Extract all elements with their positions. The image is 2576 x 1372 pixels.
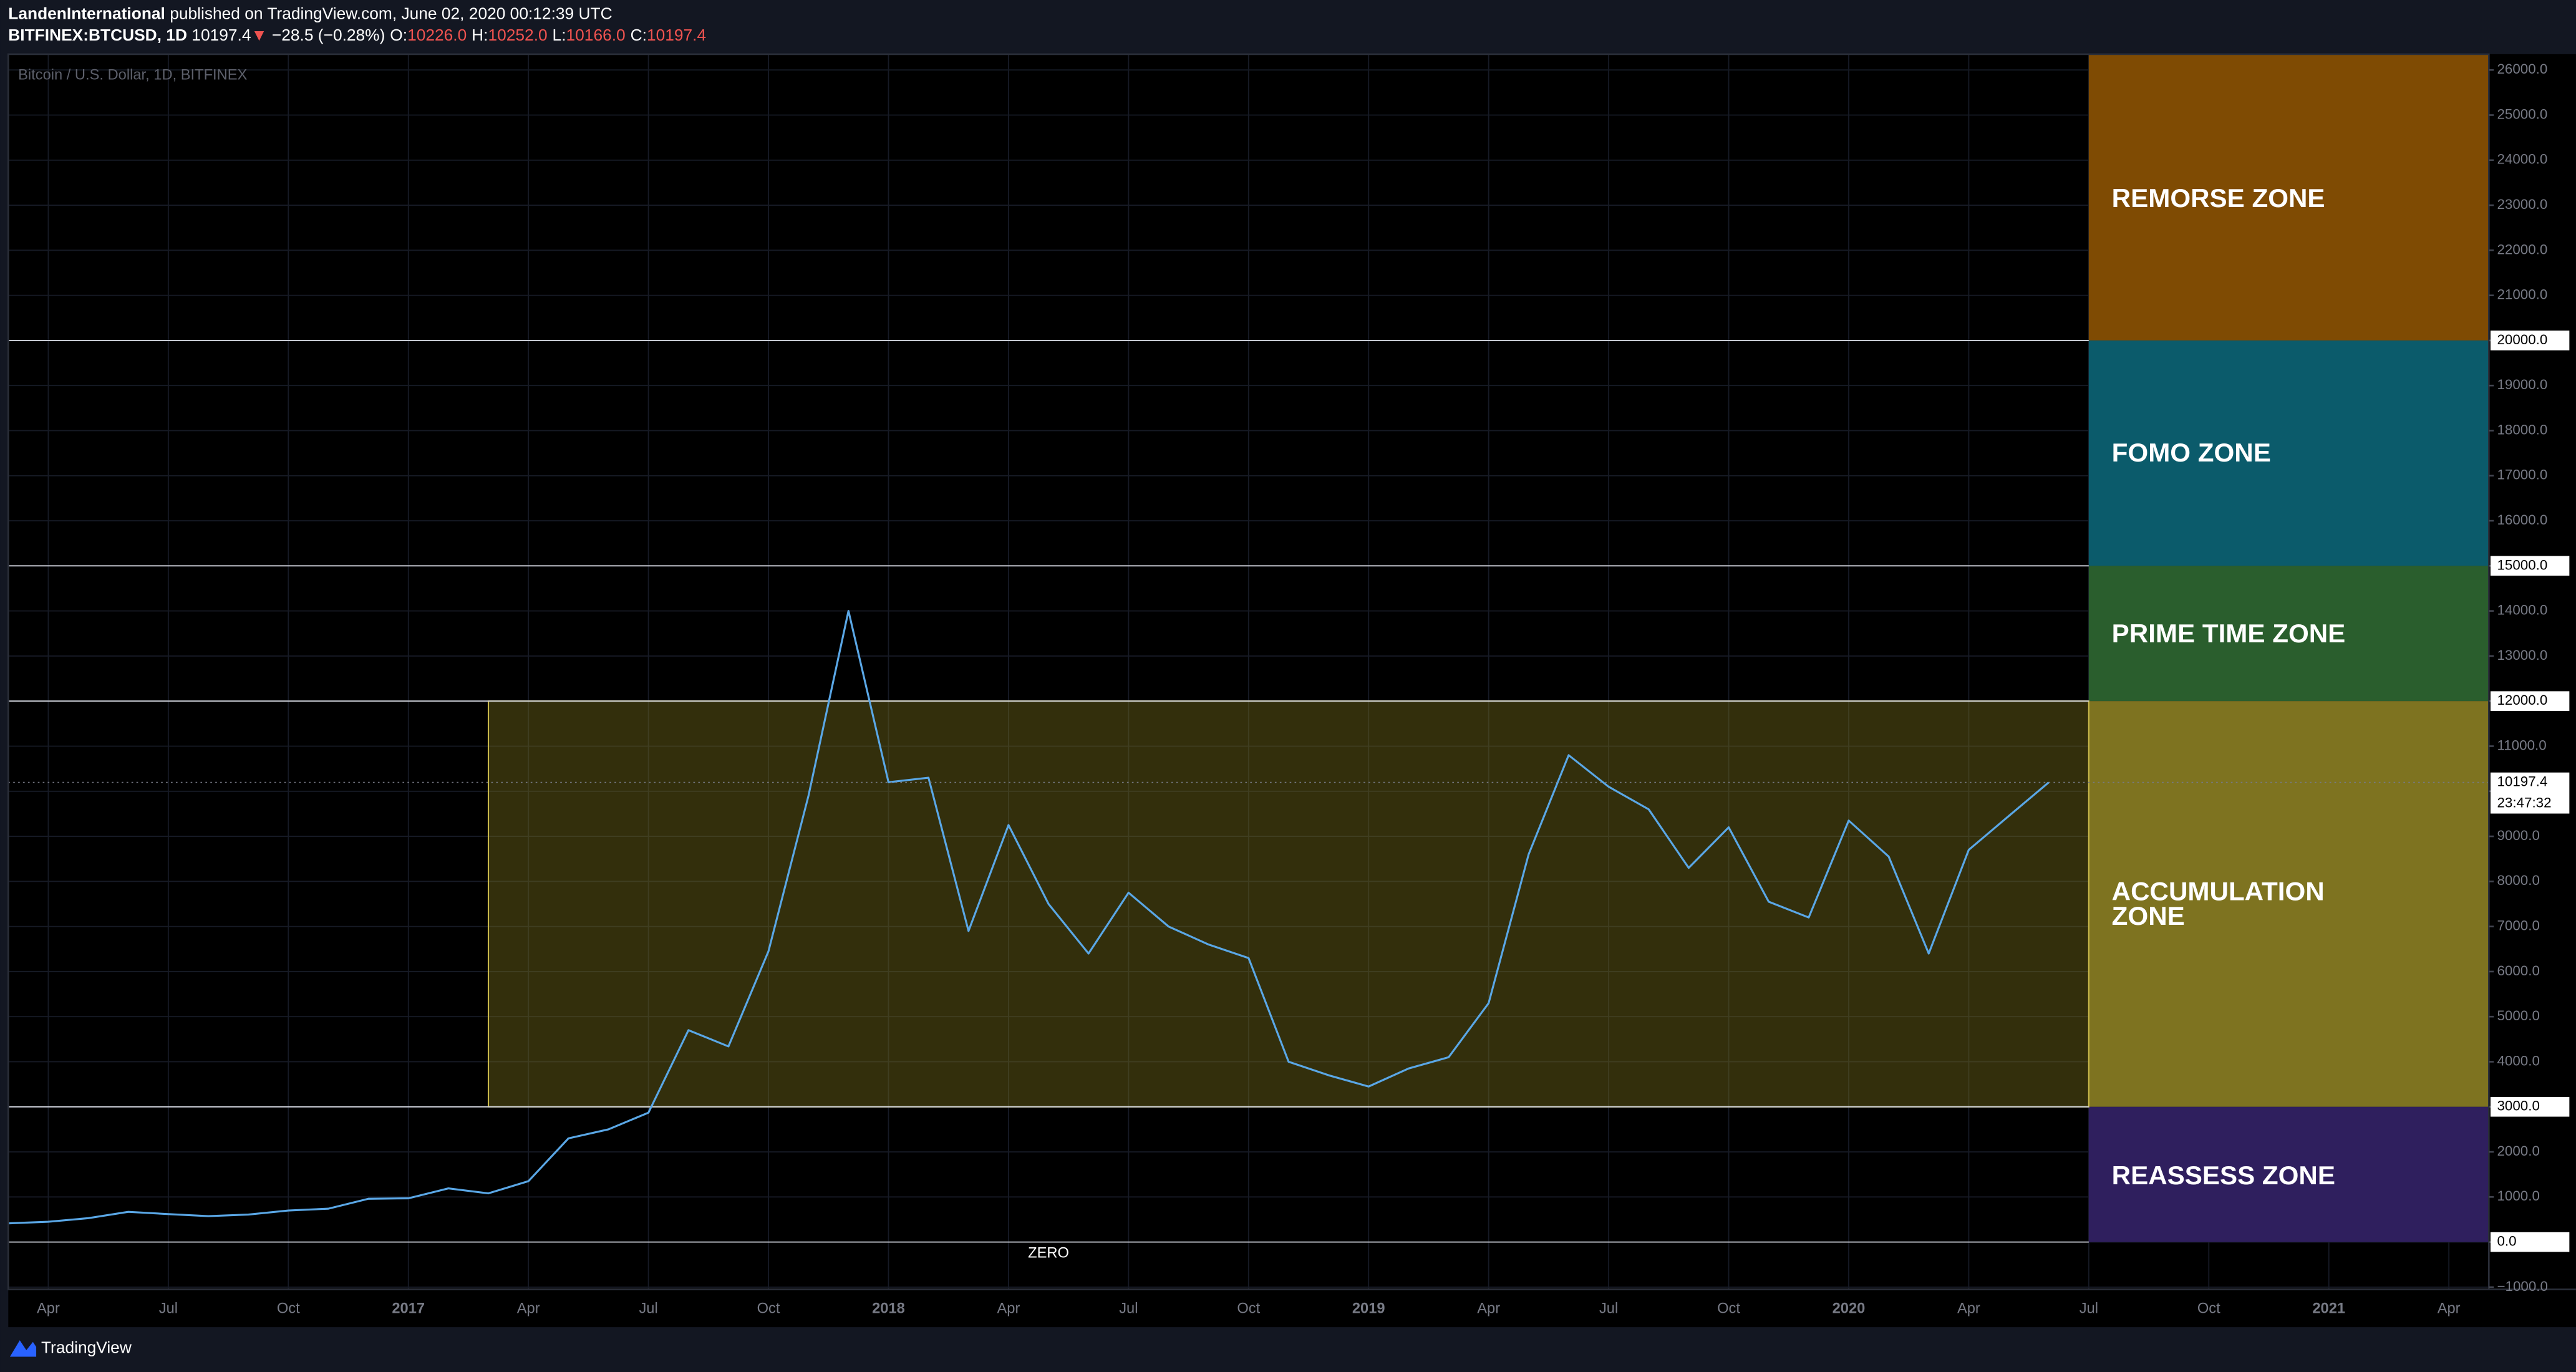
y-tick-label: 26000.0 [2497,61,2547,77]
x-tick-label: 2020 [1833,1300,1866,1316]
last-price-tag-bg [2490,772,2570,814]
y-tick-label: 23000.0 [2497,196,2547,212]
y-tick-label: 19000.0 [2497,377,2547,392]
ohlc-value: 10252.0 [488,26,547,44]
countdown: 23:47:32 [2497,795,2551,811]
y-tick-label: 24000.0 [2497,152,2547,167]
x-tick-label: 2019 [1352,1300,1385,1316]
last: 10197.4 [191,26,251,44]
published: published on TradingView.com, June 02, 2… [170,4,612,23]
x-tick-label: 2017 [392,1300,425,1316]
y-tick-label: 7000.0 [2497,918,2539,934]
arrow: ▼ [251,26,267,44]
zero-note: ZERO [1028,1245,1069,1261]
level-tag-bg [2490,1232,2570,1252]
level-tag: 15000.0 [2497,557,2547,572]
change: −28.5 (−0.28%) [272,26,385,44]
y-tick-label: 14000.0 [2497,602,2547,618]
y-tick-label: 25000.0 [2497,106,2547,122]
ohlc-label: L: [553,26,566,44]
zone [2088,340,2489,566]
x-tick-label: Apr [997,1300,1020,1316]
y-tick-label: 17000.0 [2497,467,2547,483]
author: LandenInternational [8,4,165,23]
zone-label-box: REASSESS ZONE [2111,1162,2335,1191]
x-tick-label: Oct [1717,1300,1740,1316]
chart-title: Bitcoin / U.S. Dollar, 1D, BITFINEX [18,67,247,83]
zone-label-box: PRIME TIME ZONE [2111,621,2346,649]
zone [2088,54,2489,341]
y-tick-label: 6000.0 [2497,963,2539,978]
x-tick-label: Jul [2080,1300,2098,1316]
y-tick-label: 5000.0 [2497,1008,2539,1023]
x-tick-label: Jul [639,1300,657,1316]
y-tick-label: 22000.0 [2497,241,2547,257]
zone-label: REASSESS ZONE [2111,1162,2335,1191]
x-tick-label: Apr [37,1300,60,1316]
y-tick-label: 11000.0 [2497,737,2546,753]
level-tag-bg [2490,691,2570,712]
level-tag: 12000.0 [2497,692,2547,708]
x-tick-label: Apr [1477,1300,1500,1316]
ohlc-value: 10197.4 [647,26,706,44]
zone [2088,566,2489,702]
zone-label: ACCUMULATION ZONE [2111,879,2325,932]
x-tick-label: 2018 [872,1300,905,1316]
symbol: BITFINEX:BTCUSD, 1D [8,26,187,44]
level-tag: 20000.0 [2497,332,2547,347]
level-tag-bg [2490,331,2570,350]
level-tag: 3000.0 [2497,1098,2539,1114]
x-tick-label: Apr [1957,1300,1980,1316]
ohlc-value: 10166.0 [566,26,626,44]
y-tick-label: 16000.0 [2497,512,2547,528]
zone-label-box: FOMO ZONE [2111,440,2271,469]
y-tick-label: 4000.0 [2497,1053,2539,1068]
header-line1: LandenInternational published on Trading… [8,4,612,23]
zone-label: FOMO ZONE [2111,440,2271,469]
y-tick-label: 13000.0 [2497,647,2547,663]
header-line2: BITFINEX:BTCUSD, 1D 10197.4▼ −28.5 (−0.2… [8,26,706,44]
x-tick-label: Jul [159,1300,178,1316]
x-tick-label: Oct [2197,1300,2220,1316]
zone-label: PRIME TIME ZONE [2111,621,2346,649]
ohlc-label: H: [472,26,488,44]
x-tick-label: Oct [1237,1300,1260,1316]
ohlc-value: 10226.0 [407,26,467,44]
level-tag-bg [2490,1096,2570,1117]
x-tick-label: Oct [277,1300,300,1316]
x-tick-label: Apr [517,1300,540,1316]
y-tick-label: 18000.0 [2497,422,2547,437]
level-tag-bg [2490,556,2570,576]
footer-brand: TradingView [41,1338,132,1356]
price-line [8,610,2050,1225]
level-tag: 0.0 [2497,1234,2516,1249]
x-tick-label: Oct [757,1300,780,1316]
x-tick-label: 2021 [2312,1300,2345,1316]
zone [2088,1106,2489,1242]
zone [2088,701,2489,1107]
logo-icon [9,1340,37,1357]
marks: REMORSE ZONE FOMO ZONE PRIME TIME ZONE ACCU… [8,54,2489,1243]
y-tick-label: −1000.0 [2497,1278,2548,1294]
ohlc-label: C: [631,26,647,44]
y-tick-label: 2000.0 [2497,1143,2539,1159]
zone-label-box: ACCUMULATION ZONE [2111,879,2325,932]
y-tick-label: 8000.0 [2497,872,2539,888]
y-tick-label: 9000.0 [2497,828,2539,843]
zone-label: REMORSE ZONE [2111,185,2325,213]
logo [9,1340,37,1357]
x-tick-label: Apr [2438,1300,2461,1316]
x-tick-label: Jul [1599,1300,1618,1316]
range-box [487,700,2089,1108]
y-tick-label: 21000.0 [2497,287,2547,302]
ohlc-label: O: [390,26,407,44]
x-tick-label: Jul [1119,1300,1138,1316]
zone-label-box: REMORSE ZONE [2111,185,2325,213]
last-price-tag: 10197.4 [2497,773,2547,789]
y-tick-label: 1000.0 [2497,1188,2539,1204]
